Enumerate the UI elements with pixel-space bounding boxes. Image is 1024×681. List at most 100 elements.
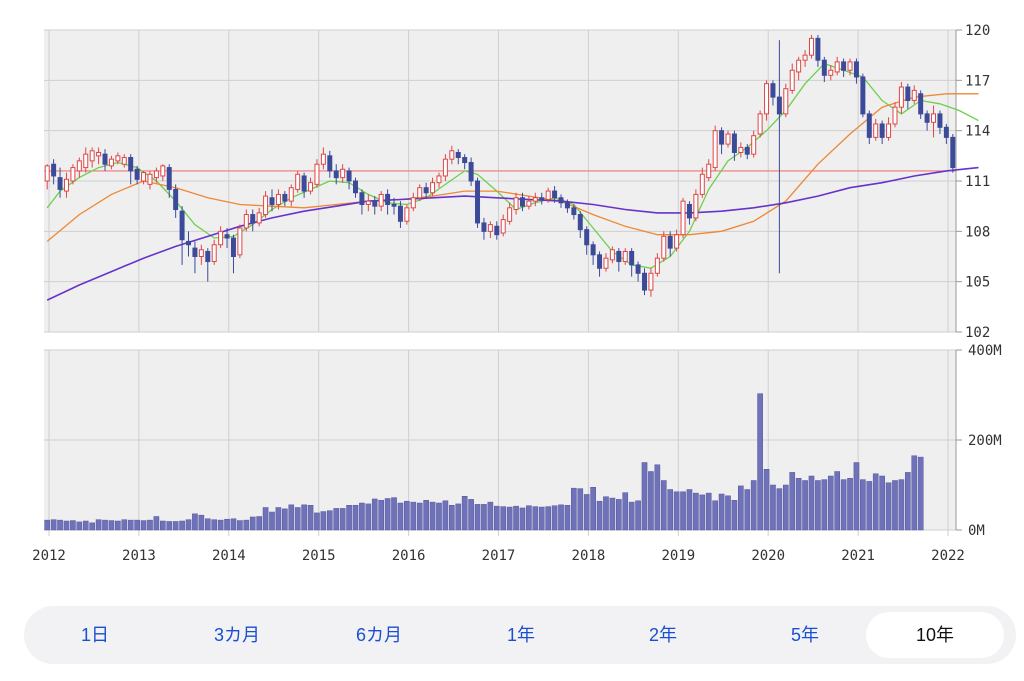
candle-body (821, 59, 827, 76)
tab-1y[interactable]: 1年 (506, 625, 535, 645)
volume-bar (577, 488, 584, 531)
volume-bar (615, 499, 622, 531)
volume-bar (436, 502, 442, 531)
volume-bar (885, 482, 892, 531)
year-tick-label: 2020 (751, 548, 785, 564)
year-tick-label: 2019 (661, 548, 695, 564)
volume-bar (705, 492, 712, 531)
volume-bar (224, 518, 230, 531)
volume-bar (449, 505, 455, 531)
volume-bar (718, 493, 725, 531)
volume-bar (256, 516, 262, 531)
volume-bar (596, 500, 603, 531)
volume-bar (346, 505, 352, 531)
volume-bar (827, 475, 834, 531)
candle-body (57, 177, 63, 190)
candle-body (372, 200, 378, 207)
volume-bar (538, 506, 545, 531)
candle-body (44, 165, 50, 182)
candle-body (263, 195, 269, 216)
candle-body (674, 234, 680, 249)
volume-bar (102, 519, 108, 531)
volume-bar (410, 501, 417, 531)
candle-body (796, 59, 802, 73)
candle-body (513, 197, 519, 211)
volume-bar (423, 500, 429, 531)
tab-2y[interactable]: 2年 (648, 625, 677, 645)
candle-body (879, 123, 885, 138)
candle-body (770, 83, 776, 98)
tab-1d[interactable]: 1日 (80, 625, 109, 645)
candle-body (301, 175, 307, 192)
volume-bar (95, 519, 102, 531)
candle-body (552, 190, 558, 199)
volume-bar (757, 393, 763, 531)
candle-body (153, 170, 159, 179)
candle-body (340, 168, 346, 179)
volume-bar (166, 521, 173, 531)
candle-body (809, 37, 814, 56)
volume-bar (115, 520, 121, 531)
volume-bar (493, 505, 500, 531)
volume-bar (500, 506, 507, 531)
volume-bar (821, 479, 828, 531)
volume-bar (699, 494, 706, 531)
volume-bar (249, 516, 256, 531)
candle-body (391, 203, 397, 207)
tab-10y[interactable]: 10年 (866, 612, 1004, 658)
candle-body (635, 264, 641, 274)
candle-body (584, 229, 590, 246)
candle-body (275, 193, 281, 205)
candle-body (147, 173, 153, 185)
candle-body (173, 188, 179, 211)
tab-5y[interactable]: 5年 (790, 625, 819, 645)
volume-bar (551, 505, 558, 531)
candle-body (359, 192, 365, 205)
candle-body (333, 170, 339, 179)
tab-6m[interactable]: 6カ月 (355, 625, 402, 645)
year-tick-label: 2021 (841, 548, 875, 564)
volume-bar (262, 507, 269, 531)
candle-body (680, 200, 686, 236)
volume-bar (673, 491, 680, 531)
candle-body (597, 254, 603, 269)
candle-body (198, 249, 204, 258)
volume-bar (571, 487, 577, 531)
year-tick-label: 2012 (32, 548, 66, 564)
candle-body (532, 197, 538, 202)
volume-bar (70, 520, 76, 531)
volume-bar (770, 484, 776, 531)
candle-body (686, 203, 692, 219)
volume-bar (654, 464, 661, 531)
candle-body (590, 244, 596, 256)
volume-bar (57, 519, 63, 531)
volume-bar (898, 479, 905, 531)
volume-bar (892, 480, 898, 531)
volume-bar (641, 462, 648, 531)
volume-bar (802, 480, 808, 531)
candle-body (256, 212, 262, 224)
volume-bar (840, 479, 847, 531)
year-tick-label: 2013 (122, 548, 156, 564)
volume-bar (320, 511, 327, 531)
volume-bar (352, 505, 359, 531)
volume-bar (879, 475, 885, 531)
volume-bar (782, 484, 789, 531)
volume-bar (294, 507, 301, 531)
candle-body (943, 126, 949, 138)
year-tick-label: 2022 (931, 548, 965, 564)
candle-body (211, 244, 217, 263)
volume-bar (847, 478, 853, 531)
volume-bar (532, 506, 539, 531)
volume-bar (506, 506, 513, 531)
tab-3m[interactable]: 3カ月 (213, 625, 260, 645)
candle-body (243, 214, 249, 229)
candle-body (911, 89, 917, 101)
candle-body (545, 190, 551, 200)
candle-body (430, 182, 436, 194)
candle-body (609, 249, 615, 261)
candle-body (526, 200, 532, 207)
price-tick-label: 120 (965, 23, 990, 39)
volume-bar (416, 502, 423, 531)
candle-body (115, 155, 121, 162)
